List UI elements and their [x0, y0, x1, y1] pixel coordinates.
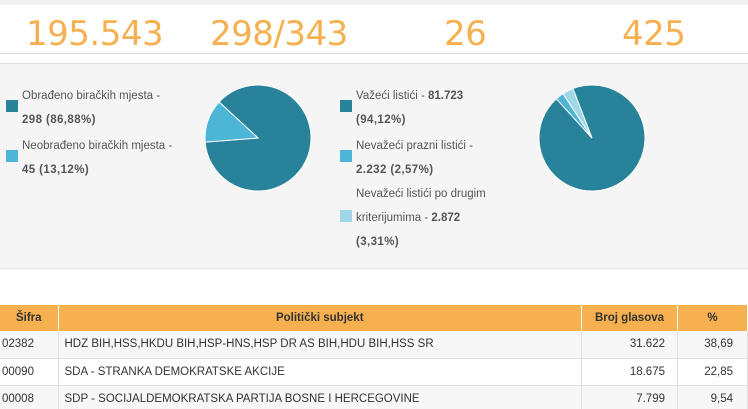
results-table: Šifra Politički subjekt Broj glasova % 0… — [0, 305, 748, 409]
cell-votes: 18.675 — [581, 358, 678, 386]
legend-invalid-other-pct: (3,31%) — [356, 236, 400, 248]
cell-party: SDP - SOCIJALDEMOKRATSKA PARTIJA BOSNE I… — [58, 385, 582, 409]
legend-unprocessed: Neobrađeno biračkih mjesta - 45 (13,12%) — [22, 134, 172, 182]
pie-panel: Obrađeno biračkih mjesta - 298 (86,88%) … — [0, 63, 748, 269]
table-row[interactable]: 00090 SDA - STRANKA DEMOKRATSKE AKCIJE 1… — [0, 358, 748, 386]
pie-chart-polling-stations — [204, 84, 312, 192]
legend-invalid-blank: Nevažeći prazni listići - 2.232 (2,57%) — [356, 134, 473, 182]
table-header-row: Šifra Politički subjekt Broj glasova % — [0, 305, 748, 331]
legend-unprocessed-label: Neobrađeno biračkih mjesta - — [22, 140, 173, 152]
legend-valid-label: Važeći listići - — [356, 90, 428, 102]
cell-party: SDA - STRANKA DEMOKRATSKE AKCIJE — [58, 358, 582, 386]
pie-chart-ballots — [538, 84, 646, 192]
legend-invalid-other-label1: Nevažeći listići po drugim — [356, 188, 486, 200]
legend-processed-value: 298 (86,88%) — [22, 114, 96, 126]
header-code[interactable]: Šifra — [0, 305, 59, 331]
header-party[interactable]: Politički subjekt — [58, 305, 582, 331]
stats-panel: 195.543 298/343 26 425 — [0, 0, 748, 54]
legend-invalid-blank-value: 2.232 (2,57%) — [356, 164, 434, 176]
cell-votes: 31.622 — [581, 331, 678, 359]
legend-swatch-valid — [340, 100, 352, 112]
ballots-slice-invalid-other[interactable] — [562, 87, 593, 139]
cell-code: 00090 — [0, 358, 59, 386]
header-votes[interactable]: Broj glasova — [581, 305, 678, 331]
stat-polling-stations: 298/343 — [210, 14, 348, 54]
cell-pct: 22,85 — [677, 358, 748, 386]
stat-count-425: 425 — [622, 14, 686, 54]
legend-swatch-processed — [6, 100, 18, 112]
legend-invalid-blank-label: Nevažeći prazni listići - — [356, 140, 473, 152]
legend-processed-label: Obrađeno biračkih mjesta - — [22, 90, 161, 102]
legend-valid: Važeći listići - 81.723 (94,12%) — [356, 84, 463, 132]
legend-processed: Obrađeno biračkih mjesta - 298 (86,88%) — [22, 84, 160, 132]
legend-invalid-other: Nevažeći listići po drugim kriterijumima… — [356, 182, 486, 254]
header-pct[interactable]: % — [677, 305, 748, 331]
stat-count-26: 26 — [444, 14, 487, 54]
cell-code: 00008 — [0, 385, 59, 409]
stats-strip — [0, 0, 748, 5]
legend-invalid-other-label2: kriterijumima - — [356, 212, 432, 224]
cell-code: 02382 — [0, 331, 59, 359]
legend-unprocessed-value: 45 (13,12%) — [22, 164, 90, 176]
cell-party: HDZ BIH,HSS,HKDU BIH,HSP-HNS,HSP DR AS B… — [58, 331, 582, 359]
legend-invalid-other-value: 2.872 — [431, 212, 461, 224]
cell-votes: 7.799 — [581, 385, 678, 409]
gap — [0, 55, 748, 63]
legend-valid-value: 81.723 — [428, 90, 464, 102]
legend-swatch-invalid-blank — [340, 150, 352, 162]
legend-swatch-invalid-other — [340, 210, 352, 222]
polling-stations-slice-unprocessed[interactable] — [204, 101, 260, 143]
legend-valid-pct: (94,12%) — [356, 114, 406, 126]
legend-swatch-unprocessed — [6, 150, 18, 162]
table-row[interactable]: 00008 SDP - SOCIJALDEMOKRATSKA PARTIJA B… — [0, 385, 748, 409]
table-row[interactable]: 02382 HDZ BIH,HSS,HKDU BIH,HSP-HNS,HSP D… — [0, 331, 748, 359]
cell-pct: 9,54 — [677, 385, 748, 409]
stat-total-voters: 195.543 — [26, 14, 164, 54]
cell-pct: 38,69 — [677, 331, 748, 359]
